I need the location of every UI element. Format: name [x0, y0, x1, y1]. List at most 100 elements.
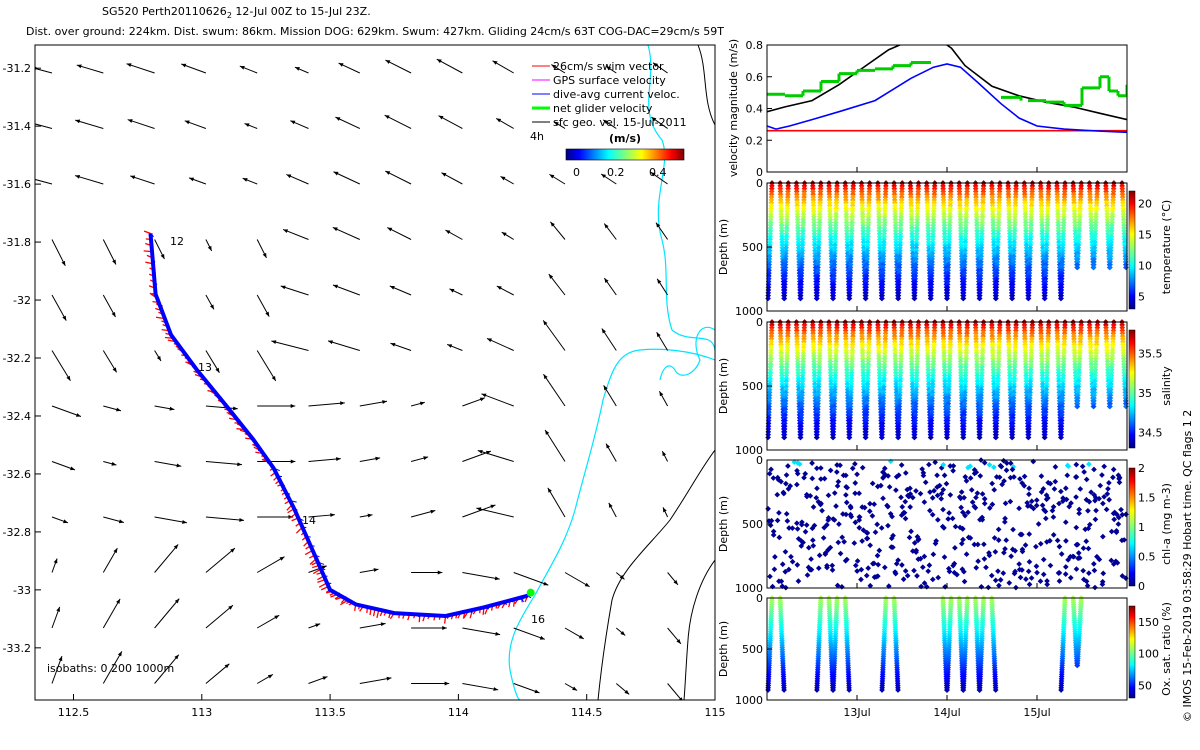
profile-point — [997, 577, 1004, 583]
profile-point — [835, 478, 842, 485]
profile-point — [795, 578, 802, 584]
profile-point — [1090, 264, 1097, 271]
profile-point — [1086, 570, 1092, 576]
profile-point — [958, 489, 965, 495]
geo-velocity-arrow — [205, 239, 213, 252]
geo-velocity-arrow — [462, 627, 501, 636]
profile-point — [776, 509, 782, 516]
geo-velocity-arrow — [257, 515, 294, 519]
profile-point — [802, 528, 809, 535]
geo-velocity-arrow — [154, 598, 180, 629]
geo-velocity-arrow — [500, 175, 514, 185]
profile-point — [834, 483, 841, 489]
profile-point — [827, 467, 834, 474]
geo-velocity-arrow — [387, 227, 412, 240]
dac-vector — [281, 483, 286, 487]
profile-points — [765, 595, 1085, 693]
geo-velocity-arrow — [102, 350, 118, 373]
geo-velocity-arrow — [411, 626, 447, 630]
map-panel: 112.5 113 113.5 114 114.5 115 -31.2-31.4-31.6… — [3, 44, 726, 719]
geo-velocity-arrow — [603, 277, 617, 296]
profile-point — [913, 488, 919, 494]
geo-velocity-arrow — [271, 340, 309, 351]
profile-point — [981, 556, 988, 562]
profile-point — [921, 499, 928, 505]
profile-point — [797, 295, 804, 302]
profile-point — [911, 295, 918, 302]
geo-velocity-arrow — [154, 461, 182, 468]
geo-velocity-arrow — [603, 119, 617, 129]
dac-vector — [170, 334, 174, 339]
profile-point — [1043, 515, 1049, 522]
profile-point — [1001, 519, 1008, 525]
dac-vector — [208, 384, 213, 389]
profile-point — [874, 521, 880, 528]
profile-point — [992, 549, 999, 555]
profile-point — [1006, 580, 1013, 586]
profile-points — [765, 319, 1129, 441]
profile-point — [1079, 463, 1086, 470]
profile-point — [1118, 506, 1124, 513]
geo-velocity-arrow — [385, 170, 412, 185]
profile-point — [1073, 524, 1080, 531]
profile-point — [1039, 502, 1046, 509]
swim-vector — [143, 230, 151, 234]
geo-velocity-arrow — [181, 63, 207, 74]
profile-point — [846, 295, 853, 302]
geo-velocity-arrow — [359, 622, 386, 629]
dac-vector — [355, 603, 362, 607]
profile-point — [1085, 507, 1091, 514]
dac-vector — [273, 467, 280, 472]
geo-velocity-arrow — [501, 231, 514, 240]
geo-velocity-arrow — [154, 405, 175, 411]
geo-velocity-arrow — [441, 172, 463, 185]
profile-point — [821, 475, 828, 482]
map-xtick-label: 113 — [191, 706, 212, 719]
profile-point — [898, 494, 904, 501]
profile-point — [774, 517, 781, 524]
profile-point — [794, 562, 801, 568]
profile-point — [1085, 545, 1092, 552]
dac-vector — [185, 355, 189, 362]
profile-point — [810, 537, 816, 544]
map-xtick-label: 113.5 — [314, 706, 346, 719]
dac-vector — [317, 561, 325, 565]
geo-velocity-arrow — [359, 676, 392, 684]
profile-point — [975, 541, 981, 548]
dac-vector — [435, 614, 441, 617]
dive-avg-current-track — [148, 233, 529, 619]
geo-velocity-arrow — [513, 683, 540, 694]
profile-points — [765, 180, 1129, 302]
profile-point — [974, 490, 981, 497]
profile-point — [938, 495, 945, 502]
profile-point — [958, 504, 964, 511]
profile-point — [1100, 500, 1106, 507]
dac-vector — [289, 500, 297, 503]
velocity-series — [767, 45, 1127, 134]
geo-velocity-arrow — [496, 285, 514, 296]
dac-vector — [220, 399, 225, 405]
profile-point — [918, 583, 924, 590]
legend-4h-marker: 4h — [530, 130, 544, 143]
dac-vector — [326, 582, 332, 584]
map-ytick-label: -31.6 — [3, 178, 31, 191]
profile-point — [1007, 498, 1014, 505]
profile-point — [1107, 264, 1113, 271]
geo-velocity-arrow — [359, 456, 381, 462]
velocity-y-axis: 00.20.40.60.8 — [746, 39, 1038, 179]
profile-point — [988, 572, 995, 579]
profile-point — [1037, 578, 1044, 585]
profile-point — [862, 295, 869, 302]
geo-velocity-arrow — [294, 66, 309, 74]
profile-point — [776, 534, 783, 541]
profile-point — [1072, 474, 1079, 480]
profile-point — [991, 487, 998, 493]
profile-point — [1058, 488, 1064, 495]
geo-velocity-arrow — [667, 683, 683, 700]
geo-velocity-arrow — [411, 681, 450, 686]
geo-velocity-arrow — [51, 405, 82, 417]
geo-velocity-arrow — [51, 655, 63, 684]
profile-point — [1022, 542, 1029, 548]
